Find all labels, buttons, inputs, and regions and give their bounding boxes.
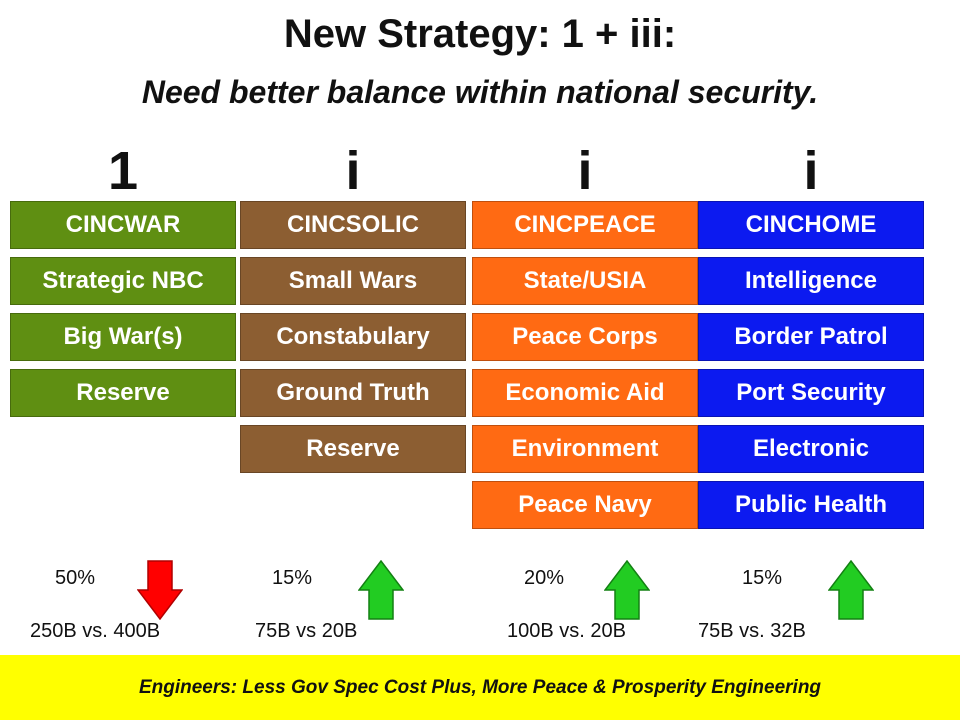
port-security-box: Port Security bbox=[698, 369, 924, 417]
cincsolic-box: CINCSOLIC bbox=[240, 201, 466, 249]
footer-text: Engineers: Less Gov Spec Cost Plus, More… bbox=[138, 676, 822, 698]
home-percent: 15% bbox=[742, 567, 783, 589]
footer-banner: Engineers: Less Gov Spec Cost Plus, More… bbox=[0, 655, 960, 720]
state-usia-box: State/USIA bbox=[472, 257, 698, 305]
reserve-solic-box: Reserve bbox=[240, 425, 466, 473]
border-patrol-box: Border Patrol bbox=[698, 313, 924, 361]
intelligence-box: Intelligence bbox=[698, 257, 924, 305]
cincpeace-box: CINCPEACE bbox=[472, 201, 698, 249]
peace-navy-box: Peace Navy bbox=[472, 481, 698, 529]
peace-corps-box: Peace Corps bbox=[472, 313, 698, 361]
column-heading-solic: i bbox=[345, 141, 361, 201]
column-heading-war: 1 bbox=[107, 141, 139, 201]
red-down-arrow-icon bbox=[137, 560, 183, 620]
green-up-arrow-icon bbox=[358, 560, 404, 620]
home-budget: 75B vs. 32B bbox=[698, 620, 806, 642]
big-wars-box: Big War(s) bbox=[10, 313, 236, 361]
cincwar-box: CINCWAR bbox=[10, 201, 236, 249]
strategic-nbc-box: Strategic NBC bbox=[10, 257, 236, 305]
green-up-arrow-icon bbox=[604, 560, 650, 620]
solic-budget: 75B vs 20B bbox=[255, 620, 358, 642]
ground-truth-box: Ground Truth bbox=[240, 369, 466, 417]
cinchome-box: CINCHOME bbox=[698, 201, 924, 249]
column-heading-home: i bbox=[803, 141, 819, 201]
peace-percent: 20% bbox=[524, 567, 565, 589]
green-up-arrow-icon bbox=[828, 560, 874, 620]
economic-aid-box: Economic Aid bbox=[472, 369, 698, 417]
small-wars-box: Small Wars bbox=[240, 257, 466, 305]
page-subtitle: Need better balance within national secu… bbox=[141, 74, 819, 110]
solic-percent: 15% bbox=[272, 567, 313, 589]
page-title: New Strategy: 1 + iii: bbox=[283, 12, 677, 56]
electronic-box: Electronic bbox=[698, 425, 924, 473]
column-heading-peace: i bbox=[577, 141, 593, 201]
war-budget: 250B vs. 400B bbox=[30, 620, 161, 642]
constabulary-box: Constabulary bbox=[240, 313, 466, 361]
reserve-war-box: Reserve bbox=[10, 369, 236, 417]
war-percent: 50% bbox=[55, 567, 96, 589]
environment-box: Environment bbox=[472, 425, 698, 473]
public-health-box: Public Health bbox=[698, 481, 924, 529]
peace-budget: 100B vs. 20B bbox=[507, 620, 626, 642]
